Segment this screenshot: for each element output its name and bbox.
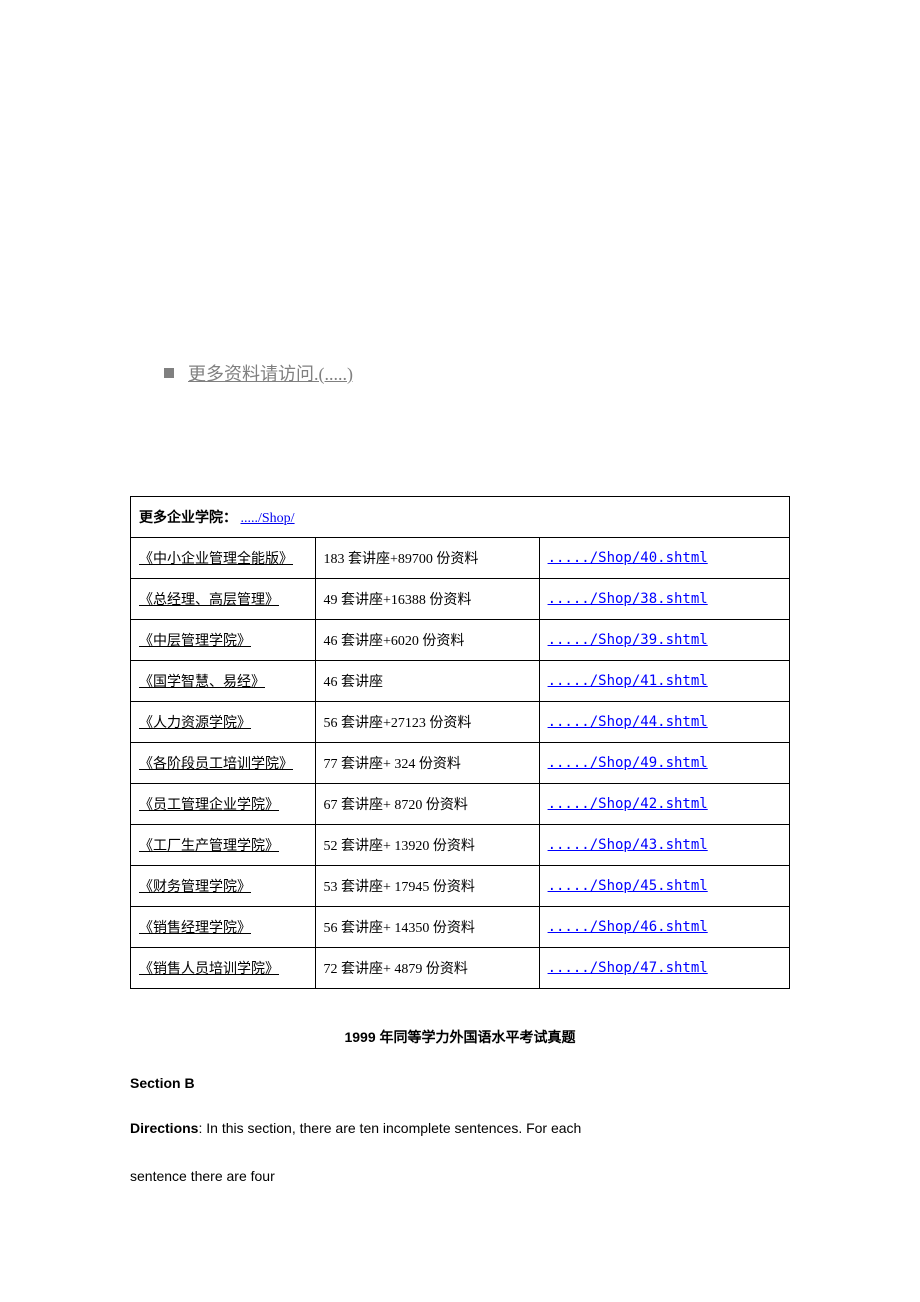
course-desc-cell: 183 套讲座+89700 份资料 <box>315 538 539 579</box>
table-row: 《国学智慧、易经》 46 套讲座 ...../Shop/41.shtml <box>131 661 790 702</box>
course-url-link[interactable]: ...../Shop/39.shtml <box>548 632 708 648</box>
course-name-link[interactable]: 《工厂生产管理学院》 <box>139 839 279 854</box>
course-desc-cell: 67 套讲座+ 8720 份资料 <box>315 784 539 825</box>
course-name-cell: 《人力资源学院》 <box>131 702 316 743</box>
course-url-cell: ...../Shop/41.shtml <box>539 661 789 702</box>
course-url-link[interactable]: ...../Shop/49.shtml <box>548 755 708 771</box>
course-url-link[interactable]: ...../Shop/43.shtml <box>548 837 708 853</box>
table-row: 《人力资源学院》 56 套讲座+27123 份资料 ...../Shop/44.sh… <box>131 702 790 743</box>
course-name-link[interactable]: 《员工管理企业学院》 <box>139 798 279 813</box>
table-row: 《销售人员培训学院》 72 套讲座+ 4879 份资料 ...../Shop/47.… <box>131 948 790 989</box>
course-name-cell: 《中层管理学院》 <box>131 620 316 661</box>
section-label: Section B <box>130 1075 790 1091</box>
course-url-cell: ...../Shop/45.shtml <box>539 866 789 907</box>
course-url-cell: ...../Shop/43.shtml <box>539 825 789 866</box>
course-url-cell: ...../Shop/40.shtml <box>539 538 789 579</box>
course-name-link[interactable]: 《销售经理学院》 <box>139 921 251 936</box>
table-row: 《销售经理学院》 56 套讲座+ 14350 份资料 ...../Shop/46.s… <box>131 907 790 948</box>
course-name-cell: 《工厂生产管理学院》 <box>131 825 316 866</box>
table-header-label: 更多企业学院： <box>139 511 237 526</box>
course-name-link[interactable]: 《人力资源学院》 <box>139 716 251 731</box>
course-desc-cell: 53 套讲座+ 17945 份资料 <box>315 866 539 907</box>
directions-text-1: : In this section, there are ten incompl… <box>198 1120 581 1136</box>
course-url-link[interactable]: ...../Shop/41.shtml <box>548 673 708 689</box>
table-row: 《员工管理企业学院》 67 套讲座+ 8720 份资料 ...../Shop/42.… <box>131 784 790 825</box>
course-name-cell: 《中小企业管理全能版》 <box>131 538 316 579</box>
directions-label: Directions <box>130 1120 198 1136</box>
top-resource-link-row: 更多资料请访问.(.....) <box>164 360 790 386</box>
course-name-link[interactable]: 《总经理、高层管理》 <box>139 593 279 608</box>
course-url-cell: ...../Shop/46.shtml <box>539 907 789 948</box>
table-header-link[interactable]: ...../Shop/ <box>241 511 295 526</box>
table-row: 《工厂生产管理学院》 52 套讲座+ 13920 份资料 ...../Shop/43… <box>131 825 790 866</box>
course-name-cell: 《员工管理企业学院》 <box>131 784 316 825</box>
course-desc-cell: 46 套讲座+6020 份资料 <box>315 620 539 661</box>
course-name-cell: 《国学智慧、易经》 <box>131 661 316 702</box>
course-desc-cell: 77 套讲座+ 324 份资料 <box>315 743 539 784</box>
college-table: 更多企业学院： ...../Shop/ 《中小企业管理全能版》 183 套讲座+8… <box>130 496 790 989</box>
course-url-cell: ...../Shop/49.shtml <box>539 743 789 784</box>
table-header-row: 更多企业学院： ...../Shop/ <box>131 497 790 538</box>
exam-title: 1999 年同等学力外国语水平考试真题 <box>130 1027 790 1047</box>
table-row: 《中层管理学院》 46 套讲座+6020 份资料 ...../Shop/39.sht… <box>131 620 790 661</box>
table-row: 《总经理、高层管理》 49 套讲座+16388 份资料 ...../Shop/38.… <box>131 579 790 620</box>
course-url-cell: ...../Shop/38.shtml <box>539 579 789 620</box>
course-url-cell: ...../Shop/47.shtml <box>539 948 789 989</box>
course-desc-cell: 46 套讲座 <box>315 661 539 702</box>
course-url-link[interactable]: ...../Shop/45.shtml <box>548 878 708 894</box>
document-page: 更多资料请访问.(.....) 更多企业学院： ...../Shop/ 《中小企… <box>0 0 920 1186</box>
course-name-link[interactable]: 《销售人员培训学院》 <box>139 962 279 977</box>
course-name-link[interactable]: 《中层管理学院》 <box>139 634 251 649</box>
course-name-cell: 《销售经理学院》 <box>131 907 316 948</box>
table-row: 《财务管理学院》 53 套讲座+ 17945 份资料 ...../Shop/45.s… <box>131 866 790 907</box>
course-name-link[interactable]: 《财务管理学院》 <box>139 880 251 895</box>
course-name-cell: 《财务管理学院》 <box>131 866 316 907</box>
course-url-link[interactable]: ...../Shop/46.shtml <box>548 919 708 935</box>
course-desc-cell: 52 套讲座+ 13920 份资料 <box>315 825 539 866</box>
course-name-link[interactable]: 《中小企业管理全能版》 <box>139 552 293 567</box>
course-name-link[interactable]: 《各阶段员工培训学院》 <box>139 757 293 772</box>
course-name-cell: 《各阶段员工培训学院》 <box>131 743 316 784</box>
course-name-cell: 《总经理、高层管理》 <box>131 579 316 620</box>
directions-line-2: sentence there are four <box>130 1167 790 1187</box>
top-link-suffix: .(.....) <box>314 364 353 384</box>
course-url-cell: ...../Shop/42.shtml <box>539 784 789 825</box>
course-url-cell: ...../Shop/39.shtml <box>539 620 789 661</box>
course-url-link[interactable]: ...../Shop/42.shtml <box>548 796 708 812</box>
course-desc-cell: 56 套讲座+ 14350 份资料 <box>315 907 539 948</box>
course-url-cell: ...../Shop/44.shtml <box>539 702 789 743</box>
table-row: 《中小企业管理全能版》 183 套讲座+89700 份资料 ...../Shop/4… <box>131 538 790 579</box>
top-link-prefix: 更多资料请访问 <box>188 364 314 384</box>
course-url-link[interactable]: ...../Shop/47.shtml <box>548 960 708 976</box>
table-row: 《各阶段员工培训学院》 77 套讲座+ 324 份资料 ...../Shop/49.… <box>131 743 790 784</box>
table-body: 《中小企业管理全能版》 183 套讲座+89700 份资料 ...../Shop/4… <box>131 538 790 989</box>
course-desc-cell: 49 套讲座+16388 份资料 <box>315 579 539 620</box>
course-url-link[interactable]: ...../Shop/38.shtml <box>548 591 708 607</box>
course-name-link[interactable]: 《国学智慧、易经》 <box>139 675 265 690</box>
course-name-cell: 《销售人员培训学院》 <box>131 948 316 989</box>
bullet-square-icon <box>164 368 174 378</box>
course-desc-cell: 72 套讲座+ 4879 份资料 <box>315 948 539 989</box>
course-url-link[interactable]: ...../Shop/40.shtml <box>548 550 708 566</box>
course-url-link[interactable]: ...../Shop/44.shtml <box>548 714 708 730</box>
course-desc-cell: 56 套讲座+27123 份资料 <box>315 702 539 743</box>
table-header-cell: 更多企业学院： ...../Shop/ <box>131 497 790 538</box>
directions-line-1: Directions: In this section, there are t… <box>130 1119 790 1139</box>
top-resource-link[interactable]: 更多资料请访问.(.....) <box>188 360 353 386</box>
